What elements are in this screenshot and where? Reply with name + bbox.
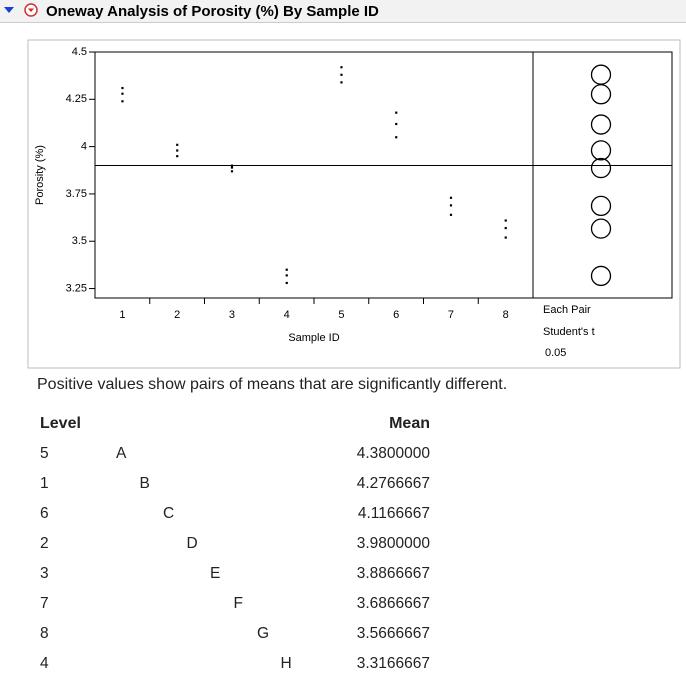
- y-tick-label: 3.25: [66, 282, 87, 294]
- connecting-letter: B: [139, 475, 150, 492]
- level: 2: [40, 535, 49, 552]
- mean: 4.1166667: [357, 505, 430, 522]
- comparison-circle: [590, 140, 612, 161]
- x-tick-label: 2: [174, 309, 180, 321]
- y-tick-label: 4.5: [72, 46, 87, 58]
- point: [395, 111, 398, 114]
- point: [395, 136, 398, 139]
- column-header: Mean: [389, 415, 430, 432]
- point: [176, 143, 179, 146]
- mean: 3.6866667: [356, 595, 430, 612]
- level: 4: [40, 655, 49, 672]
- mean: 3.9800000: [356, 535, 430, 552]
- point: [449, 204, 453, 207]
- point: [504, 226, 507, 230]
- point: [230, 170, 234, 173]
- connecting-letter: C: [163, 505, 175, 522]
- point: [504, 219, 507, 222]
- point: [285, 281, 288, 285]
- column-header: Level: [40, 415, 81, 432]
- disclosure-triangle[interactable]: [4, 7, 14, 13]
- circle-panel: [532, 51, 673, 299]
- point: [121, 86, 124, 90]
- comparison-circle: [590, 265, 612, 287]
- x-tick-label: 4: [284, 309, 290, 321]
- level: 3: [40, 565, 49, 582]
- header-icons[interactable]: [0, 0, 46, 22]
- level: 8: [40, 625, 49, 642]
- y-tick-label: 4.25: [66, 93, 87, 105]
- point: [230, 166, 234, 169]
- y-tick-label: 4: [81, 141, 87, 153]
- y-axis-label: Porosity (%): [34, 145, 46, 205]
- point: [504, 236, 507, 239]
- level: 1: [40, 475, 49, 492]
- level: 6: [40, 505, 49, 522]
- point: [285, 274, 288, 277]
- point: [340, 73, 343, 76]
- comparison-circle: [590, 218, 612, 239]
- connecting-letter: G: [257, 625, 270, 642]
- x-tick-label: 8: [503, 309, 509, 321]
- x-tick-label: 6: [393, 309, 399, 321]
- comparison-circle: [590, 157, 612, 179]
- panel-label: 0.05: [545, 347, 566, 359]
- frame: [27, 39, 681, 369]
- comparison-circle: [590, 195, 612, 217]
- mean: 4.3800000: [356, 445, 430, 462]
- connecting-letter: E: [210, 565, 221, 582]
- outline-header[interactable]: Oneway Analysis of Porosity (%) By Sampl…: [0, 0, 686, 23]
- mean: 3.5666667: [356, 625, 430, 642]
- mean: 4.2766667: [356, 475, 430, 492]
- mean: 3.3166667: [356, 655, 430, 672]
- connecting-letter: D: [186, 535, 198, 552]
- point: [285, 268, 288, 271]
- point: [230, 164, 234, 167]
- connecting-letter: H: [280, 655, 292, 672]
- level: 7: [40, 595, 49, 612]
- point: [121, 100, 124, 103]
- panel-label: Each Pair: [543, 304, 591, 316]
- point: [340, 81, 343, 84]
- point: [449, 196, 453, 199]
- point: [121, 92, 124, 95]
- mean: 3.8866667: [356, 565, 430, 582]
- plot-area: [94, 51, 534, 299]
- note: Positive values show pairs of means that…: [37, 376, 508, 393]
- point: [449, 213, 453, 216]
- point: [340, 66, 343, 69]
- x-axis-label: Sample ID: [288, 332, 339, 344]
- title: Oneway Analysis of Porosity (%) By Sampl…: [46, 3, 379, 20]
- x-tick-label: 7: [448, 309, 454, 321]
- point: [176, 155, 179, 158]
- y-tick-label: 3.75: [66, 188, 87, 200]
- point: [176, 149, 179, 152]
- point: [395, 122, 398, 126]
- comparison-circle: [590, 84, 612, 105]
- connecting-letter: A: [116, 445, 127, 462]
- level: 5: [40, 445, 49, 462]
- x-tick-label: 5: [338, 309, 344, 321]
- y-tick-label: 3.5: [72, 235, 87, 247]
- red-triangle: [28, 8, 34, 12]
- chart: Porosity (%) Sample ID Each Pair Student…: [27, 39, 681, 369]
- x-tick-label: 1: [119, 309, 125, 321]
- panel-label: Student's t: [543, 326, 595, 338]
- comparison-circle: [590, 114, 612, 135]
- x-tick-label: 3: [229, 309, 235, 321]
- connecting-letter: F: [233, 595, 243, 612]
